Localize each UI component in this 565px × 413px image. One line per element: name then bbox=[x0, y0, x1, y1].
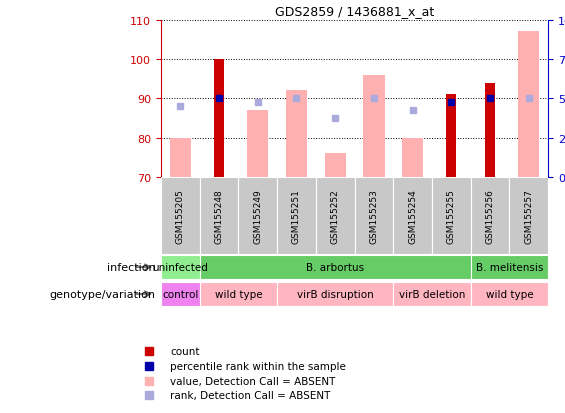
Text: GSM155253: GSM155253 bbox=[370, 188, 379, 243]
Bar bbox=[446, 95, 456, 178]
Text: B. arbortus: B. arbortus bbox=[306, 262, 364, 273]
Bar bbox=[199, 255, 471, 280]
Bar bbox=[316, 178, 355, 254]
Text: GSM155249: GSM155249 bbox=[253, 188, 262, 243]
Text: GSM155205: GSM155205 bbox=[176, 188, 185, 243]
Text: GSM155256: GSM155256 bbox=[485, 188, 494, 243]
Bar bbox=[199, 178, 238, 254]
Text: wild type: wild type bbox=[485, 289, 533, 299]
Bar bbox=[393, 282, 471, 306]
Text: value, Detection Call = ABSENT: value, Detection Call = ABSENT bbox=[170, 376, 336, 386]
Bar bbox=[199, 282, 277, 306]
Text: GSM155251: GSM155251 bbox=[292, 188, 301, 243]
Bar bbox=[393, 178, 432, 254]
Text: GSM155254: GSM155254 bbox=[408, 188, 417, 243]
Bar bbox=[238, 178, 277, 254]
Bar bbox=[277, 282, 393, 306]
Text: GSM155248: GSM155248 bbox=[215, 188, 224, 243]
Bar bbox=[355, 178, 393, 254]
Text: virB deletion: virB deletion bbox=[399, 289, 465, 299]
Bar bbox=[214, 60, 224, 178]
Text: GSM155252: GSM155252 bbox=[331, 188, 340, 243]
Bar bbox=[471, 282, 548, 306]
Bar bbox=[247, 111, 268, 178]
Text: virB disruption: virB disruption bbox=[297, 289, 373, 299]
Title: GDS2859 / 1436881_x_at: GDS2859 / 1436881_x_at bbox=[275, 5, 434, 18]
Bar bbox=[161, 282, 199, 306]
Text: uninfected: uninfected bbox=[153, 262, 208, 273]
Text: GSM155255: GSM155255 bbox=[447, 188, 456, 243]
Bar bbox=[286, 91, 307, 178]
Bar bbox=[363, 76, 385, 178]
Text: GSM155257: GSM155257 bbox=[524, 188, 533, 243]
Text: infection: infection bbox=[107, 262, 155, 273]
Text: count: count bbox=[170, 347, 199, 356]
Bar bbox=[471, 178, 510, 254]
Text: genotype/variation: genotype/variation bbox=[49, 289, 155, 299]
Text: B. melitensis: B. melitensis bbox=[476, 262, 543, 273]
Bar bbox=[485, 83, 495, 178]
Text: wild type: wild type bbox=[215, 289, 262, 299]
Bar bbox=[471, 255, 548, 280]
Bar bbox=[510, 178, 548, 254]
Bar bbox=[324, 154, 346, 178]
Text: rank, Detection Call = ABSENT: rank, Detection Call = ABSENT bbox=[170, 391, 331, 401]
Bar bbox=[277, 178, 316, 254]
Text: percentile rank within the sample: percentile rank within the sample bbox=[170, 361, 346, 371]
Bar bbox=[161, 255, 199, 280]
Bar bbox=[432, 178, 471, 254]
Bar bbox=[518, 32, 540, 178]
Bar bbox=[170, 138, 191, 178]
Text: control: control bbox=[162, 289, 198, 299]
Bar bbox=[161, 178, 199, 254]
Bar bbox=[402, 138, 423, 178]
